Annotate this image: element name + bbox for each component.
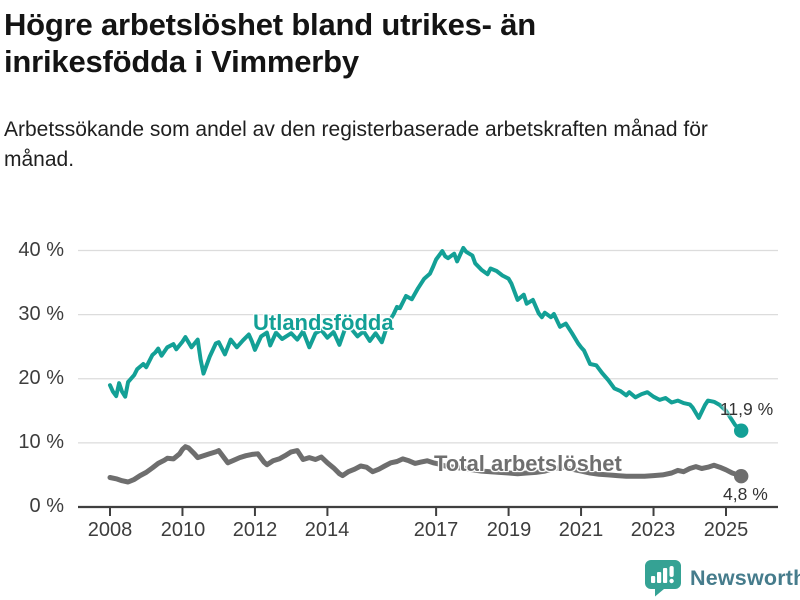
x-axis-tick-label: 2021 xyxy=(558,519,604,541)
x-axis-tick-label: 2017 xyxy=(413,519,459,541)
y-axis-tick-label: 0 % xyxy=(29,495,64,517)
series-end-dot xyxy=(734,423,749,438)
x-axis-tick-label: 2008 xyxy=(87,519,133,541)
y-axis-tick-label: 20 % xyxy=(18,367,64,389)
series-line-utlandsf-dda xyxy=(108,245,744,433)
end-value-total: 4,8 % xyxy=(723,484,768,504)
series-label-utlandsfodda: Utlandsfödda xyxy=(253,310,394,335)
brand-label: Newsworthy xyxy=(690,565,800,590)
x-axis-tick-label: 2023 xyxy=(630,519,676,541)
x-axis-tick-label: 2019 xyxy=(486,519,532,541)
x-axis-tick-label: 2025 xyxy=(703,519,749,541)
series-end-dot xyxy=(734,469,749,484)
series-label-total-arbetsloshet: Total arbetslöshet xyxy=(434,451,622,476)
y-axis-tick-label: 30 % xyxy=(18,303,64,325)
y-axis-tick-label: 10 % xyxy=(18,431,64,453)
end-value-utlandsfodda: 11,9 % xyxy=(720,399,774,419)
x-axis-tick-label: 2014 xyxy=(304,519,350,541)
chart-subtitle: Arbetssökande som andel av den registerb… xyxy=(4,118,708,171)
newsworthy-brand[interactable]: Newsworthy xyxy=(643,559,800,597)
newsworthy-chart-bubble-icon xyxy=(645,560,681,597)
y-axis-tick-label: 40 % xyxy=(18,239,64,261)
x-axis-tick-label: 2010 xyxy=(160,519,206,541)
x-axis-tick-label: 2012 xyxy=(232,519,278,541)
page-title: Högre arbetslöshet bland utrikes- än inr… xyxy=(4,7,536,79)
series-line-total-arbetsl-shet xyxy=(107,444,744,485)
